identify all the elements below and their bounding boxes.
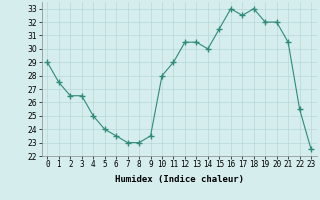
X-axis label: Humidex (Indice chaleur): Humidex (Indice chaleur) [115,175,244,184]
